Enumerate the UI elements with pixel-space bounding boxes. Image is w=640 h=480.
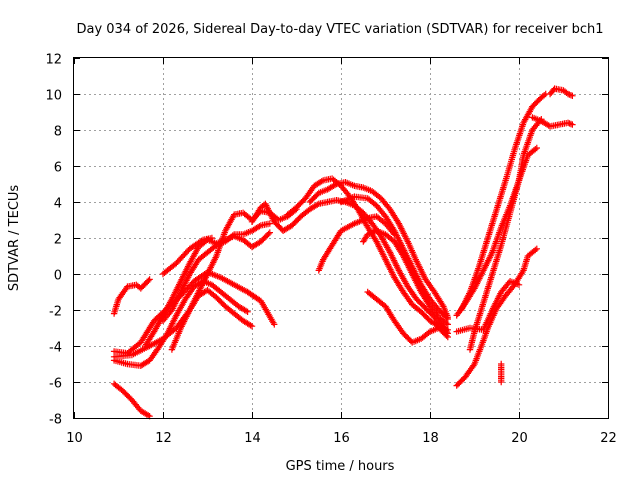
x-tick-label: 14 (244, 431, 261, 446)
data-point (331, 181, 339, 189)
data-point (244, 308, 251, 315)
data-point (229, 232, 236, 239)
y-tick-label: -8 (49, 413, 62, 428)
data-point (271, 321, 278, 328)
data-point (498, 378, 505, 386)
series-track-11 (284, 175, 451, 333)
data-point (145, 277, 152, 284)
y-tick-label: 0 (54, 269, 62, 284)
data-point (515, 281, 523, 288)
data-point (569, 92, 576, 99)
data-point (248, 323, 256, 330)
data-point (569, 121, 576, 128)
data-point (444, 326, 451, 333)
y-tick-label: 10 (45, 89, 62, 104)
series-track-24 (546, 85, 576, 99)
data-point (314, 201, 321, 208)
y-tick-label: 8 (54, 125, 62, 140)
data-points (110, 85, 576, 420)
x-tick-label: 16 (333, 431, 350, 446)
data-point (444, 315, 451, 323)
data-point (444, 333, 451, 341)
data-point (266, 220, 273, 227)
series-track-4 (110, 287, 256, 360)
series-track-23 (529, 114, 576, 130)
data-point (265, 230, 272, 238)
data-point (247, 322, 254, 329)
data-point (208, 234, 216, 242)
data-point (145, 412, 152, 419)
data-point (425, 329, 432, 336)
data-point (443, 332, 450, 339)
y-tick-label: -4 (49, 341, 62, 356)
y-tick-label: -2 (49, 305, 62, 320)
series-track-15 (360, 227, 451, 328)
series-track-9 (159, 234, 216, 278)
data-point (533, 144, 540, 152)
data-point (533, 245, 540, 252)
y-axis-title: SDTVAR / TECUs (7, 185, 22, 292)
series-track-20 (466, 116, 545, 353)
x-tick-labels: 10 12 14 16 18 20 22 (66, 431, 617, 446)
data-point (443, 314, 450, 321)
data-point (444, 321, 451, 328)
x-axis-title: GPS time / hours (286, 459, 395, 474)
series-track-18 (453, 144, 540, 319)
data-point (532, 246, 539, 254)
data-point (443, 320, 450, 327)
y-tick-label: 4 (54, 197, 62, 212)
x-tick-label: 12 (155, 431, 172, 446)
data-point (541, 92, 548, 99)
data-point (318, 178, 325, 185)
x-tick-label: 18 (422, 431, 439, 446)
data-point (242, 307, 250, 315)
y-tick-label: -6 (49, 377, 62, 392)
data-point (566, 120, 573, 127)
series-track-1 (110, 276, 153, 317)
data-point (532, 146, 539, 153)
data-point (266, 229, 273, 236)
x-tick-label: 22 (600, 431, 617, 446)
series-track-22 (498, 360, 505, 386)
chart-title: Day 034 of 2026, Sidereal Day-to-day VTE… (76, 22, 603, 37)
data-point (146, 276, 153, 283)
y-tick-labels: -8 -6 -4 -2 0 2 4 6 8 10 12 (45, 53, 62, 428)
plot-frame (73, 57, 609, 419)
y-tick-label: 12 (45, 53, 62, 68)
series-track-21 (457, 90, 549, 314)
series-track-16 (364, 288, 451, 346)
y-tick-label: 6 (54, 161, 62, 176)
data-point (567, 92, 575, 99)
y-tick-label: 2 (54, 233, 62, 248)
x-tick-label: 10 (66, 431, 83, 446)
data-point (256, 223, 263, 230)
series-track-12 (306, 179, 451, 321)
series-track-19 (453, 278, 523, 335)
data-point (198, 237, 205, 244)
series-track-2 (110, 380, 153, 420)
x-tick-label: 20 (511, 431, 528, 446)
